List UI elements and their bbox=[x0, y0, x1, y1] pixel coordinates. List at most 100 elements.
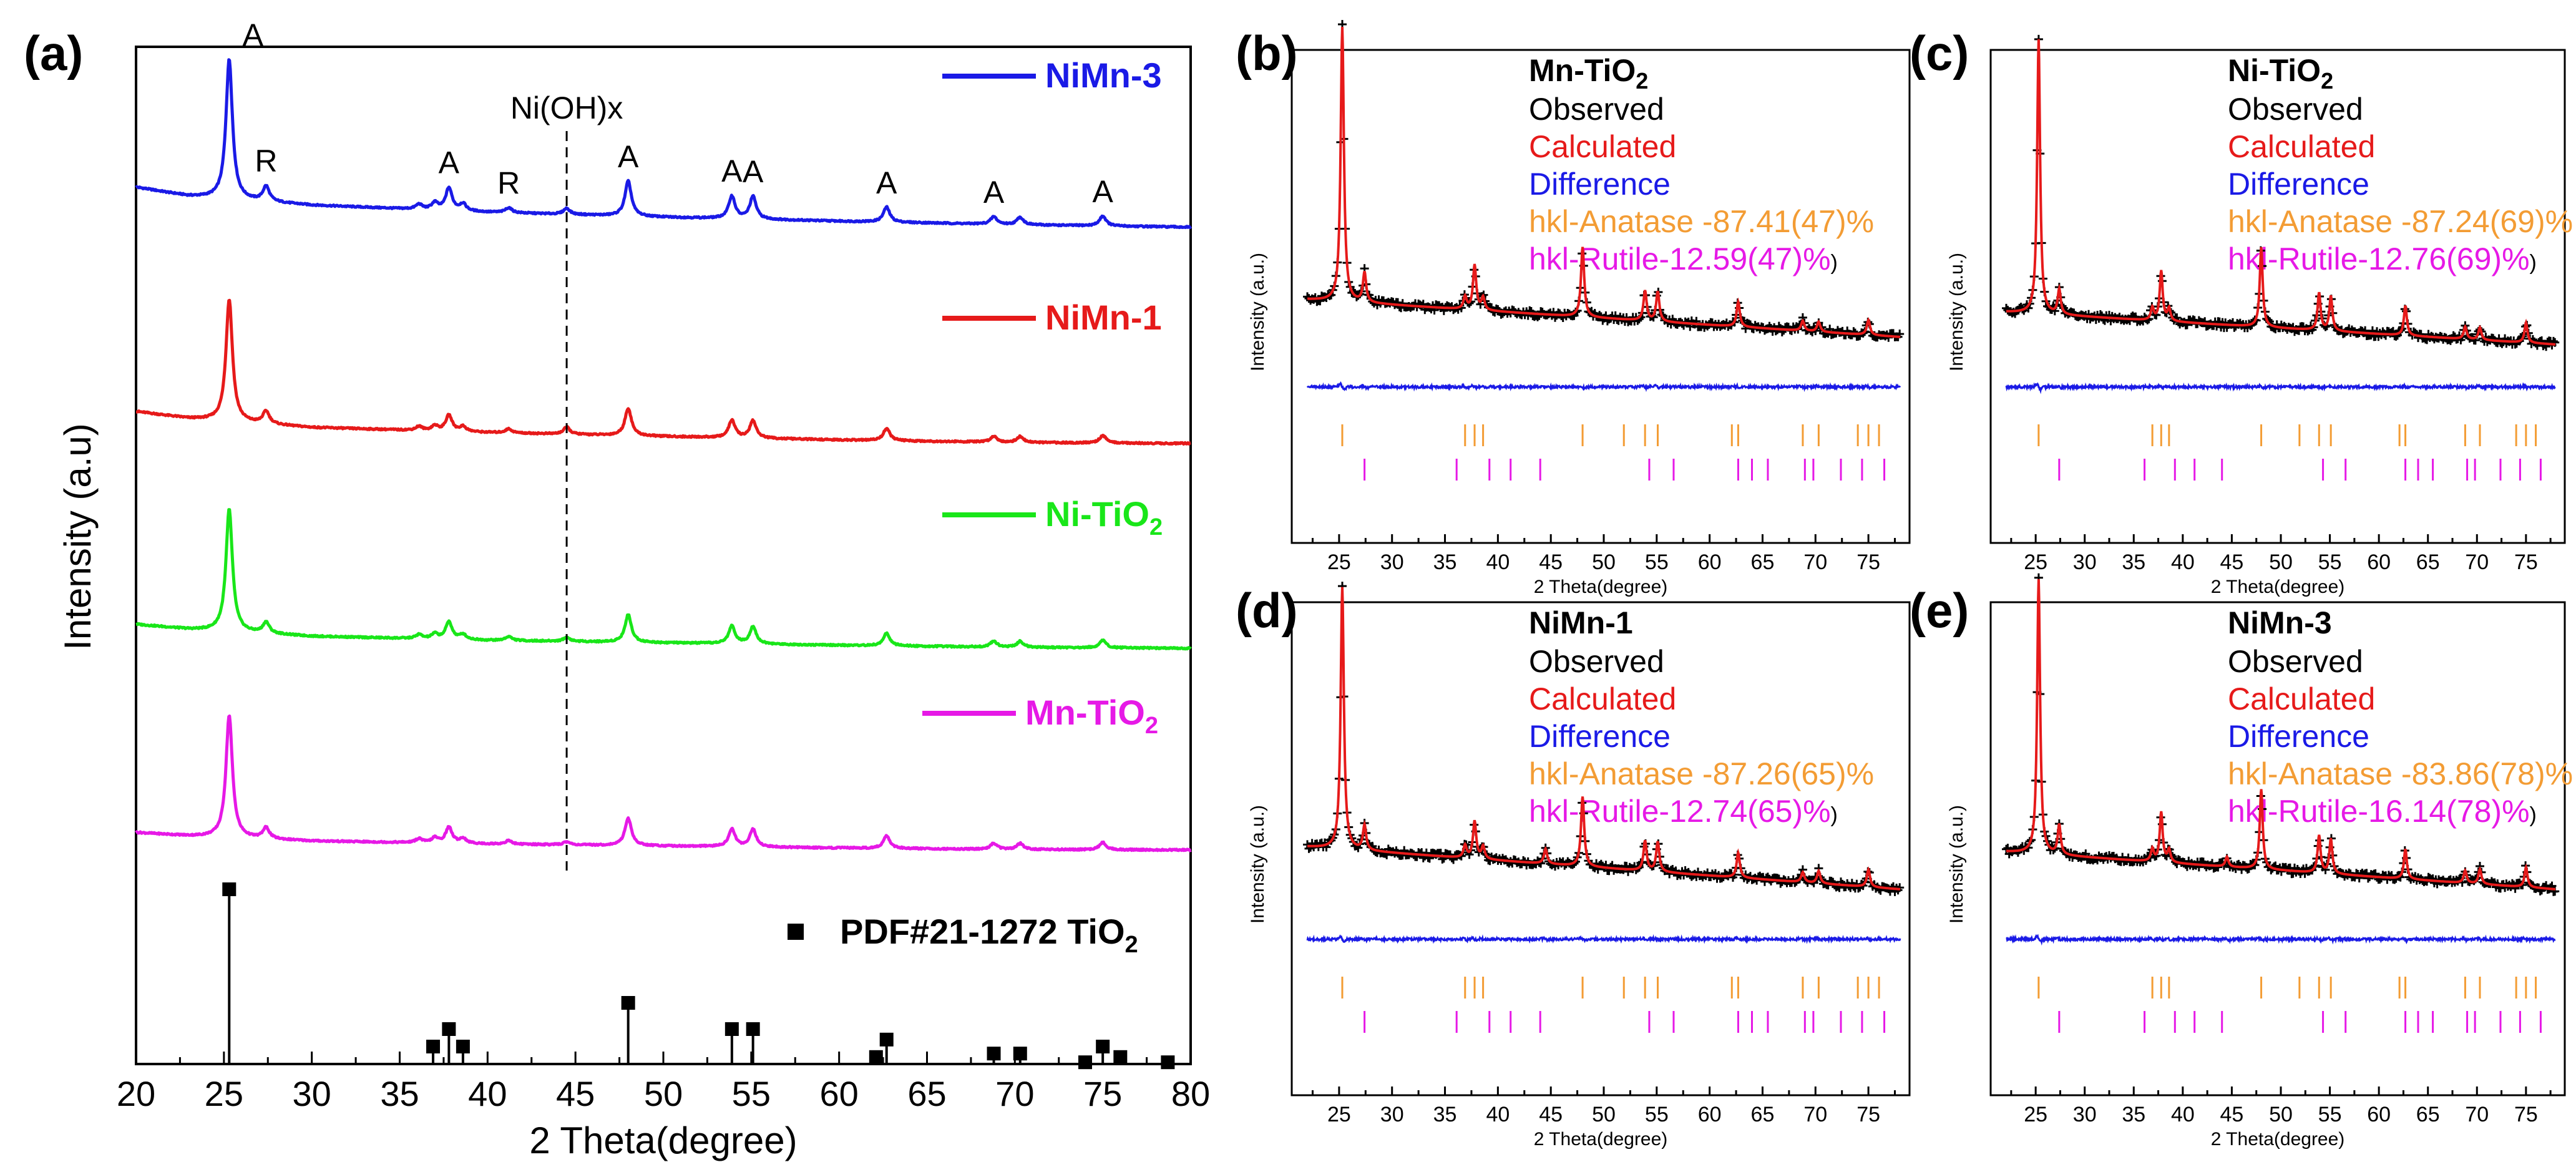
panel-d-x-tick-label: 65 bbox=[1751, 1103, 1775, 1126]
panel-d-legend-anatase: hkl-Anatase -87.26(65)% bbox=[1529, 756, 1874, 791]
panel-b-plot: 25 30 35 40 45 50 55 60 65 70 75 bbox=[1303, 20, 1905, 574]
panel-d: (d) NiMn-1 Observed Calculated Differenc… bbox=[1236, 582, 1911, 1150]
panel-d-calculated-line bbox=[1307, 587, 1901, 891]
reference-marker bbox=[426, 1040, 441, 1053]
legend-label-nimn-1-text: NiMn-1 bbox=[1045, 298, 1162, 337]
panel-e-x-tick-label: 30 bbox=[2073, 1103, 2097, 1126]
legend-entry-nimn-3: NiMn-3 bbox=[942, 56, 1162, 95]
panel-a-x-tick-label: 55 bbox=[732, 1074, 771, 1113]
panel-a: (a) 20 25 30 35 40 45 50 55 60 65 70 75 80 AR ARA A A A A… bbox=[24, 17, 1210, 1161]
panel-b-x-tick-label: 30 bbox=[1380, 550, 1404, 574]
panel-e-legend: Observed Calculated Difference hkl-Anata… bbox=[2228, 644, 2573, 829]
panel-b-x-tick-label: 70 bbox=[1803, 550, 1827, 574]
peak-label-a: A bbox=[618, 139, 639, 174]
panel-c-x-tick-label: 55 bbox=[2318, 550, 2342, 574]
reference-marker bbox=[442, 1022, 456, 1036]
panel-e-legend-difference: Difference bbox=[2228, 719, 2369, 754]
panel-c-letter: (c) bbox=[1910, 26, 1969, 81]
panel-d-legend-rutile: hkl-Rutile-12.74(65)%) bbox=[1529, 794, 1838, 829]
legend-label-ni-tio2-subscript: 2 bbox=[1149, 514, 1163, 540]
panel-c-legend-rutile: hkl-Rutile-12.76(69)%) bbox=[2228, 242, 2537, 276]
panel-e-x-tick-label: 40 bbox=[2171, 1103, 2195, 1126]
panel-c-legend-difference: Difference bbox=[2228, 167, 2369, 202]
legend-label-nimn-3-text: NiMn-3 bbox=[1045, 56, 1162, 95]
panel-a-x-tick-label: 35 bbox=[380, 1074, 419, 1113]
reference-marker bbox=[222, 882, 237, 896]
panel-c: (c) Ni-TiO2 Observed Calculated Differen… bbox=[1910, 26, 2573, 597]
panel-a-reference-pattern bbox=[222, 882, 1175, 1070]
panel-a-series bbox=[135, 58, 1193, 852]
panel-a-nioh-annotation: Ni(OH)x bbox=[510, 90, 623, 125]
panel-c-sample-title: Ni-TiO2 bbox=[2228, 53, 2333, 94]
panel-a-x-tick-label: 50 bbox=[644, 1074, 683, 1113]
panel-a-x-ticks: 20 25 30 35 40 45 50 55 60 65 70 75 80 bbox=[117, 1052, 1210, 1113]
peak-label-a: A bbox=[1092, 174, 1113, 209]
panel-e: (e) NiMn-3 Observed Calculated Differenc… bbox=[1910, 573, 2573, 1150]
panel-e-sample-name: NiMn-3 bbox=[2228, 605, 2332, 640]
panel-c-legend-rutile-suffix: ) bbox=[2530, 251, 2537, 275]
panel-d-legend-observed: Observed bbox=[1529, 644, 1664, 679]
legend-label-nimn-1: NiMn-1 bbox=[1045, 298, 1162, 337]
panel-b-y-axis-title: Intensity (a.u.) bbox=[1247, 253, 1268, 371]
panel-b-x-tick-label: 25 bbox=[1327, 550, 1351, 574]
panel-a-legend: NiMn-3 NiMn-1 Ni-TiO2 Mn-TiO2 PDF#21-127… bbox=[788, 56, 1163, 958]
panel-c-sample-name: Ni-TiO bbox=[2228, 53, 2321, 88]
peak-label-r: R bbox=[255, 144, 277, 178]
panel-b-x-tick-label: 50 bbox=[1592, 550, 1616, 574]
panel-d-sample-name: NiMn-1 bbox=[1529, 605, 1633, 640]
legend-swatch-reference bbox=[788, 924, 804, 940]
panel-e-letter: (e) bbox=[1910, 583, 1969, 638]
panel-d-legend-rutile-suffix: ) bbox=[1831, 803, 1838, 827]
panel-a-x-tick-label: 20 bbox=[117, 1074, 155, 1113]
legend-label-ni-tio2-text: Ni-TiO bbox=[1045, 494, 1149, 534]
panel-e-legend-calculated: Calculated bbox=[2228, 681, 2375, 716]
panel-e-x-tick-label: 75 bbox=[2514, 1103, 2538, 1126]
panel-e-plot: 25 30 35 40 45 50 55 60 65 70 75 bbox=[2002, 573, 2560, 1126]
panel-d-letter: (d) bbox=[1236, 583, 1298, 638]
peak-label-a: A bbox=[876, 165, 897, 200]
panel-c-x-tick-label: 25 bbox=[2024, 550, 2047, 574]
panel-e-x-tick-label: 65 bbox=[2416, 1103, 2440, 1126]
series-line-nimn-3 bbox=[135, 58, 1193, 230]
panel-d-legend: Observed Calculated Difference hkl-Anata… bbox=[1529, 644, 1874, 829]
panel-c-legend-anatase: hkl-Anatase -87.24(69)% bbox=[2228, 204, 2573, 239]
panel-a-x-tick-label: 65 bbox=[907, 1074, 946, 1113]
legend-entry-ni-tio2: Ni-TiO2 bbox=[942, 494, 1163, 540]
panel-c-x-axis-title: 2 Theta(degree) bbox=[2211, 577, 2345, 597]
legend-entry-reference: PDF#21-1272 TiO2 bbox=[788, 912, 1138, 958]
panel-c-x-tick-label: 45 bbox=[2220, 550, 2244, 574]
peak-label-a: A bbox=[243, 17, 264, 52]
panel-c-legend-rutile-text: hkl-Rutile-12.76(69)% bbox=[2228, 242, 2530, 276]
panel-b-legend: Observed Calculated Difference hkl-Anata… bbox=[1529, 92, 1874, 276]
panel-a-x-tick-label: 45 bbox=[556, 1074, 595, 1113]
panel-b-legend-anatase: hkl-Anatase -87.41(47)% bbox=[1529, 204, 1874, 239]
series-line-ni-tio2 bbox=[135, 508, 1192, 651]
reference-marker bbox=[621, 996, 635, 1010]
panel-e-difference-line bbox=[2006, 934, 2556, 946]
panel-d-x-tick-label: 35 bbox=[1433, 1103, 1457, 1126]
panel-c-x-tick-label: 50 bbox=[2269, 550, 2293, 574]
panel-e-x-tick-label: 50 bbox=[2269, 1103, 2293, 1126]
peak-label-a: A bbox=[439, 145, 460, 180]
panel-c-legend-calculated: Calculated bbox=[2228, 129, 2375, 164]
panel-b-legend-observed: Observed bbox=[1529, 92, 1664, 127]
panel-b-x-tick-label: 35 bbox=[1433, 550, 1457, 574]
legend-label-ni-tio2: Ni-TiO2 bbox=[1045, 494, 1163, 540]
panel-e-x-tick-label: 60 bbox=[2367, 1103, 2391, 1126]
panel-a-peak-labels: AR ARA A A A A A bbox=[243, 17, 1114, 210]
panel-e-frame bbox=[1989, 601, 2566, 1096]
panel-e-x-tick-label: 45 bbox=[2220, 1103, 2244, 1126]
legend-label-mn-tio2-subscript: 2 bbox=[1145, 713, 1158, 739]
panel-d-difference-line bbox=[1306, 934, 1901, 944]
panel-c-x-tick-label: 70 bbox=[2465, 550, 2489, 574]
panel-a-y-axis-title: Intensity (a.u) bbox=[57, 423, 99, 650]
panel-c-frame bbox=[1989, 49, 2566, 544]
panel-b-x-tick-label: 40 bbox=[1486, 550, 1510, 574]
panel-c-sample-subscript: 2 bbox=[2321, 68, 2333, 94]
panel-e-x-tick-label: 25 bbox=[2024, 1103, 2047, 1126]
panel-b-legend-rutile-text: hkl-Rutile-12.59(47)% bbox=[1529, 242, 1831, 276]
panel-d-x-tick-label: 55 bbox=[1645, 1103, 1669, 1126]
panel-b-frame bbox=[1290, 49, 1911, 544]
reference-marker bbox=[724, 1022, 739, 1036]
panel-e-legend-rutile-suffix: ) bbox=[2530, 803, 2537, 827]
